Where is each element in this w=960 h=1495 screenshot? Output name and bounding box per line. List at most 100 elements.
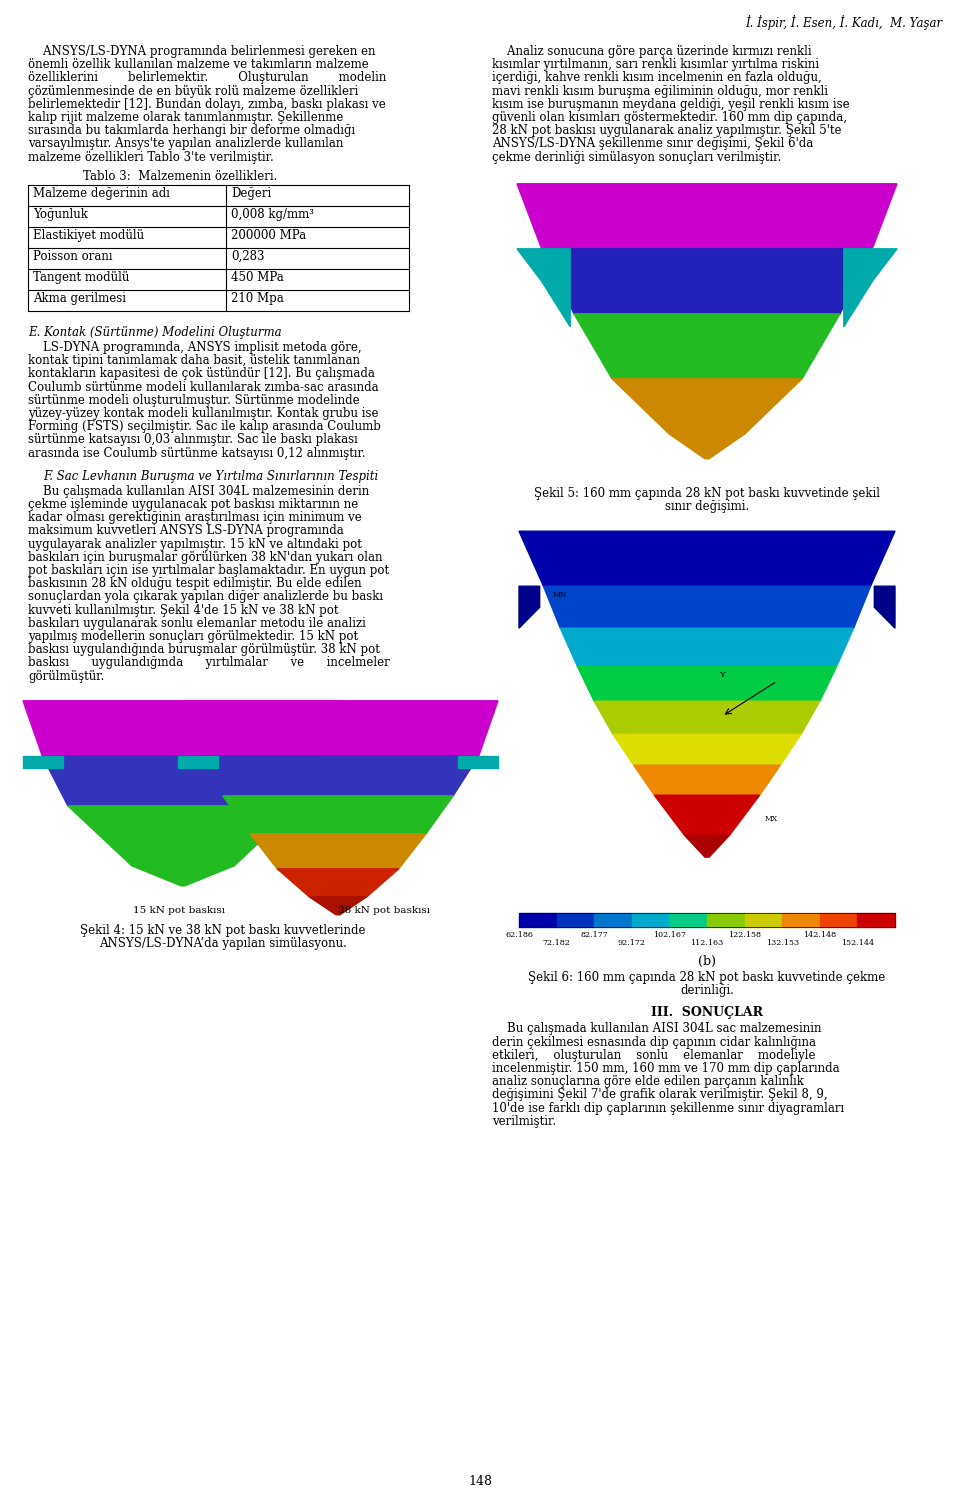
Polygon shape (745, 913, 782, 927)
Polygon shape (23, 756, 63, 768)
Text: (b): (b) (698, 955, 716, 969)
Polygon shape (844, 248, 897, 327)
Polygon shape (634, 765, 780, 795)
Text: 28 kN pot baskısı uygulanarak analiz yapılmıştır. Şekil 5'te: 28 kN pot baskısı uygulanarak analiz yap… (492, 124, 842, 138)
Text: uygulayarak analizler yapılmıştır. 15 kN ve altındaki pot: uygulayarak analizler yapılmıştır. 15 kN… (28, 538, 362, 550)
Polygon shape (309, 897, 367, 915)
Polygon shape (857, 913, 895, 927)
Text: çözümlenmesinde de en büyük rolü malzeme özellikleri: çözümlenmesinde de en büyük rolü malzeme… (28, 85, 358, 97)
Text: kalıp rijit malzeme olarak tanımlanmıştır. Şekillenme: kalıp rijit malzeme olarak tanımlanmıştı… (28, 111, 344, 124)
Text: 122.158: 122.158 (728, 931, 761, 939)
Text: Akma gerilmesi: Akma gerilmesi (33, 292, 126, 305)
Polygon shape (574, 314, 840, 378)
Text: sonuçlardan yola çıkarak yapılan diğer analizlerde bu baskı: sonuçlardan yola çıkarak yapılan diğer a… (28, 591, 383, 604)
Text: 92.172: 92.172 (618, 939, 646, 948)
Text: içerdiği, kahve renkli kısım incelmenin en fazla olduğu,: içerdiği, kahve renkli kısım incelmenin … (492, 72, 822, 84)
Text: analiz sonuçlarına göre elde edilen parçanın kalınlık: analiz sonuçlarına göre elde edilen parç… (492, 1075, 804, 1088)
Text: önemli özellik kullanılan malzeme ve takımların malzeme: önemli özellik kullanılan malzeme ve tak… (28, 58, 369, 72)
Text: çekme işleminde uygulanacak pot baskısı miktarının ne: çekme işleminde uygulanacak pot baskısı … (28, 498, 358, 511)
Polygon shape (612, 378, 802, 434)
Text: Y: Y (719, 671, 725, 679)
Polygon shape (875, 586, 895, 628)
Text: ANSYS/LS-DYNA şekillenme sınır değişimi, Şekil 6'da: ANSYS/LS-DYNA şekillenme sınır değişimi,… (492, 138, 813, 151)
Text: kısım ise buruşmanın meydana geldiği, yeşil renkli kısım ise: kısım ise buruşmanın meydana geldiği, ye… (492, 97, 850, 111)
Text: sınır değişimi.: sınır değişimi. (665, 499, 749, 513)
Text: 148: 148 (468, 1476, 492, 1488)
Polygon shape (132, 866, 234, 887)
Polygon shape (820, 913, 857, 927)
Text: kuvveti kullanılmıştır. Şekil 4'de 15 kN ve 38 kN pot: kuvveti kullanılmıştır. Şekil 4'de 15 kN… (28, 604, 339, 616)
Text: sürtünme katsayısı 0,03 alınmıştır. Sac ile baskı plakası: sürtünme katsayısı 0,03 alınmıştır. Sac … (28, 434, 358, 447)
Text: Coulumb sürtünme modeli kullanılarak zımba-sac arasında: Coulumb sürtünme modeli kullanılarak zım… (28, 381, 378, 393)
Text: derin çekilmesi esnasında dip çapının cidar kalınlığına: derin çekilmesi esnasında dip çapının ci… (492, 1036, 816, 1048)
Text: Elastikiyet modülü: Elastikiyet modülü (33, 229, 144, 242)
Polygon shape (68, 806, 299, 866)
Text: verilmiştir.: verilmiştir. (492, 1115, 556, 1127)
Text: III.  SONUÇLAR: III. SONUÇLAR (651, 1006, 763, 1020)
Text: 142.148: 142.148 (804, 931, 836, 939)
Text: etkileri,    oluşturulan    sonlu    elemanlar    modeliyle: etkileri, oluşturulan sonlu elemanlar mo… (492, 1049, 815, 1061)
Text: güvenli olan kısımları göstermektedir. 160 mm dip çapında,: güvenli olan kısımları göstermektedir. 1… (492, 111, 847, 124)
Text: Tangent modülü: Tangent modülü (33, 271, 130, 284)
Text: 210 Mpa: 210 Mpa (231, 292, 284, 305)
Text: malzeme özellikleri Tablo 3'te verilmiştir.: malzeme özellikleri Tablo 3'te verilmişt… (28, 151, 274, 163)
Polygon shape (669, 913, 707, 927)
Polygon shape (577, 667, 837, 701)
Polygon shape (277, 869, 398, 897)
Text: maksimum kuvvetleri ANSYS LS-DYNA programında: maksimum kuvvetleri ANSYS LS-DYNA progra… (28, 525, 344, 537)
Text: Şekil 6: 160 mm çapında 28 kN pot baskı kuvvetinde çekme: Şekil 6: 160 mm çapında 28 kN pot baskı … (528, 972, 886, 984)
Text: özelliklerini        belirlemektir.        Oluşturulan        modelin: özelliklerini belirlemektir. Oluşturulan… (28, 72, 386, 84)
Text: yapılmış modellerin sonuçları görülmektedir. 15 kN pot: yapılmış modellerin sonuçları görülmekte… (28, 629, 358, 643)
Polygon shape (669, 434, 745, 459)
Polygon shape (42, 756, 324, 806)
Text: kontak tipini tanımlamak daha basit, üstelik tanımlanan: kontak tipini tanımlamak daha basit, üst… (28, 354, 360, 368)
Text: baskısı uygulandığında buruşmalar görülmüştür. 38 kN pot: baskısı uygulandığında buruşmalar görülm… (28, 643, 380, 656)
Polygon shape (223, 795, 453, 834)
Text: görülmüştür.: görülmüştür. (28, 670, 105, 683)
Text: belirlemektedir [12]. Bundan dolayı, zımba, baskı plakası ve: belirlemektedir [12]. Bundan dolayı, zım… (28, 97, 386, 111)
Text: 38 kN pot baskısı: 38 kN pot baskısı (338, 906, 430, 915)
Text: 132.153: 132.153 (766, 939, 799, 948)
Polygon shape (632, 913, 669, 927)
Text: 200000 MPa: 200000 MPa (231, 229, 306, 242)
Text: Forming (FSTS) seçilmiştir. Sac ile kalıp arasında Coulumb: Forming (FSTS) seçilmiştir. Sac ile kalı… (28, 420, 381, 434)
Text: değişimini Şekil 7'de grafik olarak verilmiştir. Şekil 8, 9,: değişimini Şekil 7'de grafik olarak veri… (492, 1088, 828, 1102)
Text: İ. İspir, İ. Esen, İ. Kadı,  M. Yaşar: İ. İspir, İ. Esen, İ. Kadı, M. Yaşar (745, 15, 942, 30)
Polygon shape (519, 531, 895, 586)
Text: MN: MN (552, 591, 566, 599)
Polygon shape (541, 248, 873, 314)
Polygon shape (517, 248, 570, 327)
Text: F. Sac Levhanın Buruşma ve Yırtılma Sınırlarının Tespiti: F. Sac Levhanın Buruşma ve Yırtılma Sını… (43, 469, 378, 483)
Text: 0,008 kg/mm³: 0,008 kg/mm³ (231, 208, 314, 221)
Text: Analiz sonucuna göre parça üzerinde kırmızı renkli: Analiz sonucuna göre parça üzerinde kırm… (492, 45, 811, 58)
Polygon shape (250, 834, 426, 869)
Text: Şekil 4: 15 kN ve 38 kN pot baskı kuvvetlerinde: Şekil 4: 15 kN ve 38 kN pot baskı kuvvet… (81, 924, 366, 937)
Polygon shape (23, 701, 343, 756)
Text: baskısının 28 kN olduğu tespit edilmiştir. Bu elde edilen: baskısının 28 kN olduğu tespit edilmişti… (28, 577, 362, 591)
Text: 0,283: 0,283 (231, 250, 265, 263)
Text: çekme derinliği simülasyon sonuçları verilmiştir.: çekme derinliği simülasyon sonuçları ver… (492, 151, 781, 163)
Polygon shape (707, 913, 745, 927)
Text: kadar olması gerektiğinin araştırılması için minimum ve: kadar olması gerektiğinin araştırılması … (28, 511, 362, 525)
Polygon shape (303, 756, 343, 768)
Text: 62.186: 62.186 (505, 931, 533, 939)
Polygon shape (458, 756, 498, 768)
Polygon shape (557, 913, 594, 927)
Text: baskısı      uygulandığında      yırtılmalar      ve      incelmeler: baskısı uygulandığında yırtılmalar ve in… (28, 656, 390, 670)
Text: baskıları için buruşmalar görülürken 38 kN'dan yukarı olan: baskıları için buruşmalar görülürken 38 … (28, 550, 382, 564)
Text: kontakların kapasitesi de çok üstündür [12]. Bu çalışmada: kontakların kapasitesi de çok üstündür [… (28, 368, 374, 380)
Text: Değeri: Değeri (231, 187, 272, 200)
Text: LS-DYNA programında, ANSYS implisit metoda göre,: LS-DYNA programında, ANSYS implisit meto… (28, 341, 362, 354)
Polygon shape (519, 913, 557, 927)
Polygon shape (594, 701, 820, 734)
Polygon shape (684, 836, 730, 857)
Polygon shape (197, 756, 479, 795)
Polygon shape (519, 586, 540, 628)
Text: 72.182: 72.182 (542, 939, 570, 948)
Text: Poisson oranı: Poisson oranı (33, 250, 112, 263)
Text: Malzeme değerinin adı: Malzeme değerinin adı (33, 187, 170, 200)
Polygon shape (543, 586, 871, 628)
Polygon shape (655, 795, 759, 836)
Text: 10'de ise farklı dip çaplarının şekillenme sınır diyagramları: 10'de ise farklı dip çaplarının şekillen… (492, 1102, 844, 1115)
Text: sürtünme modeli oluşturulmuştur. Sürtünme modelinde: sürtünme modeli oluşturulmuştur. Sürtünm… (28, 393, 360, 407)
